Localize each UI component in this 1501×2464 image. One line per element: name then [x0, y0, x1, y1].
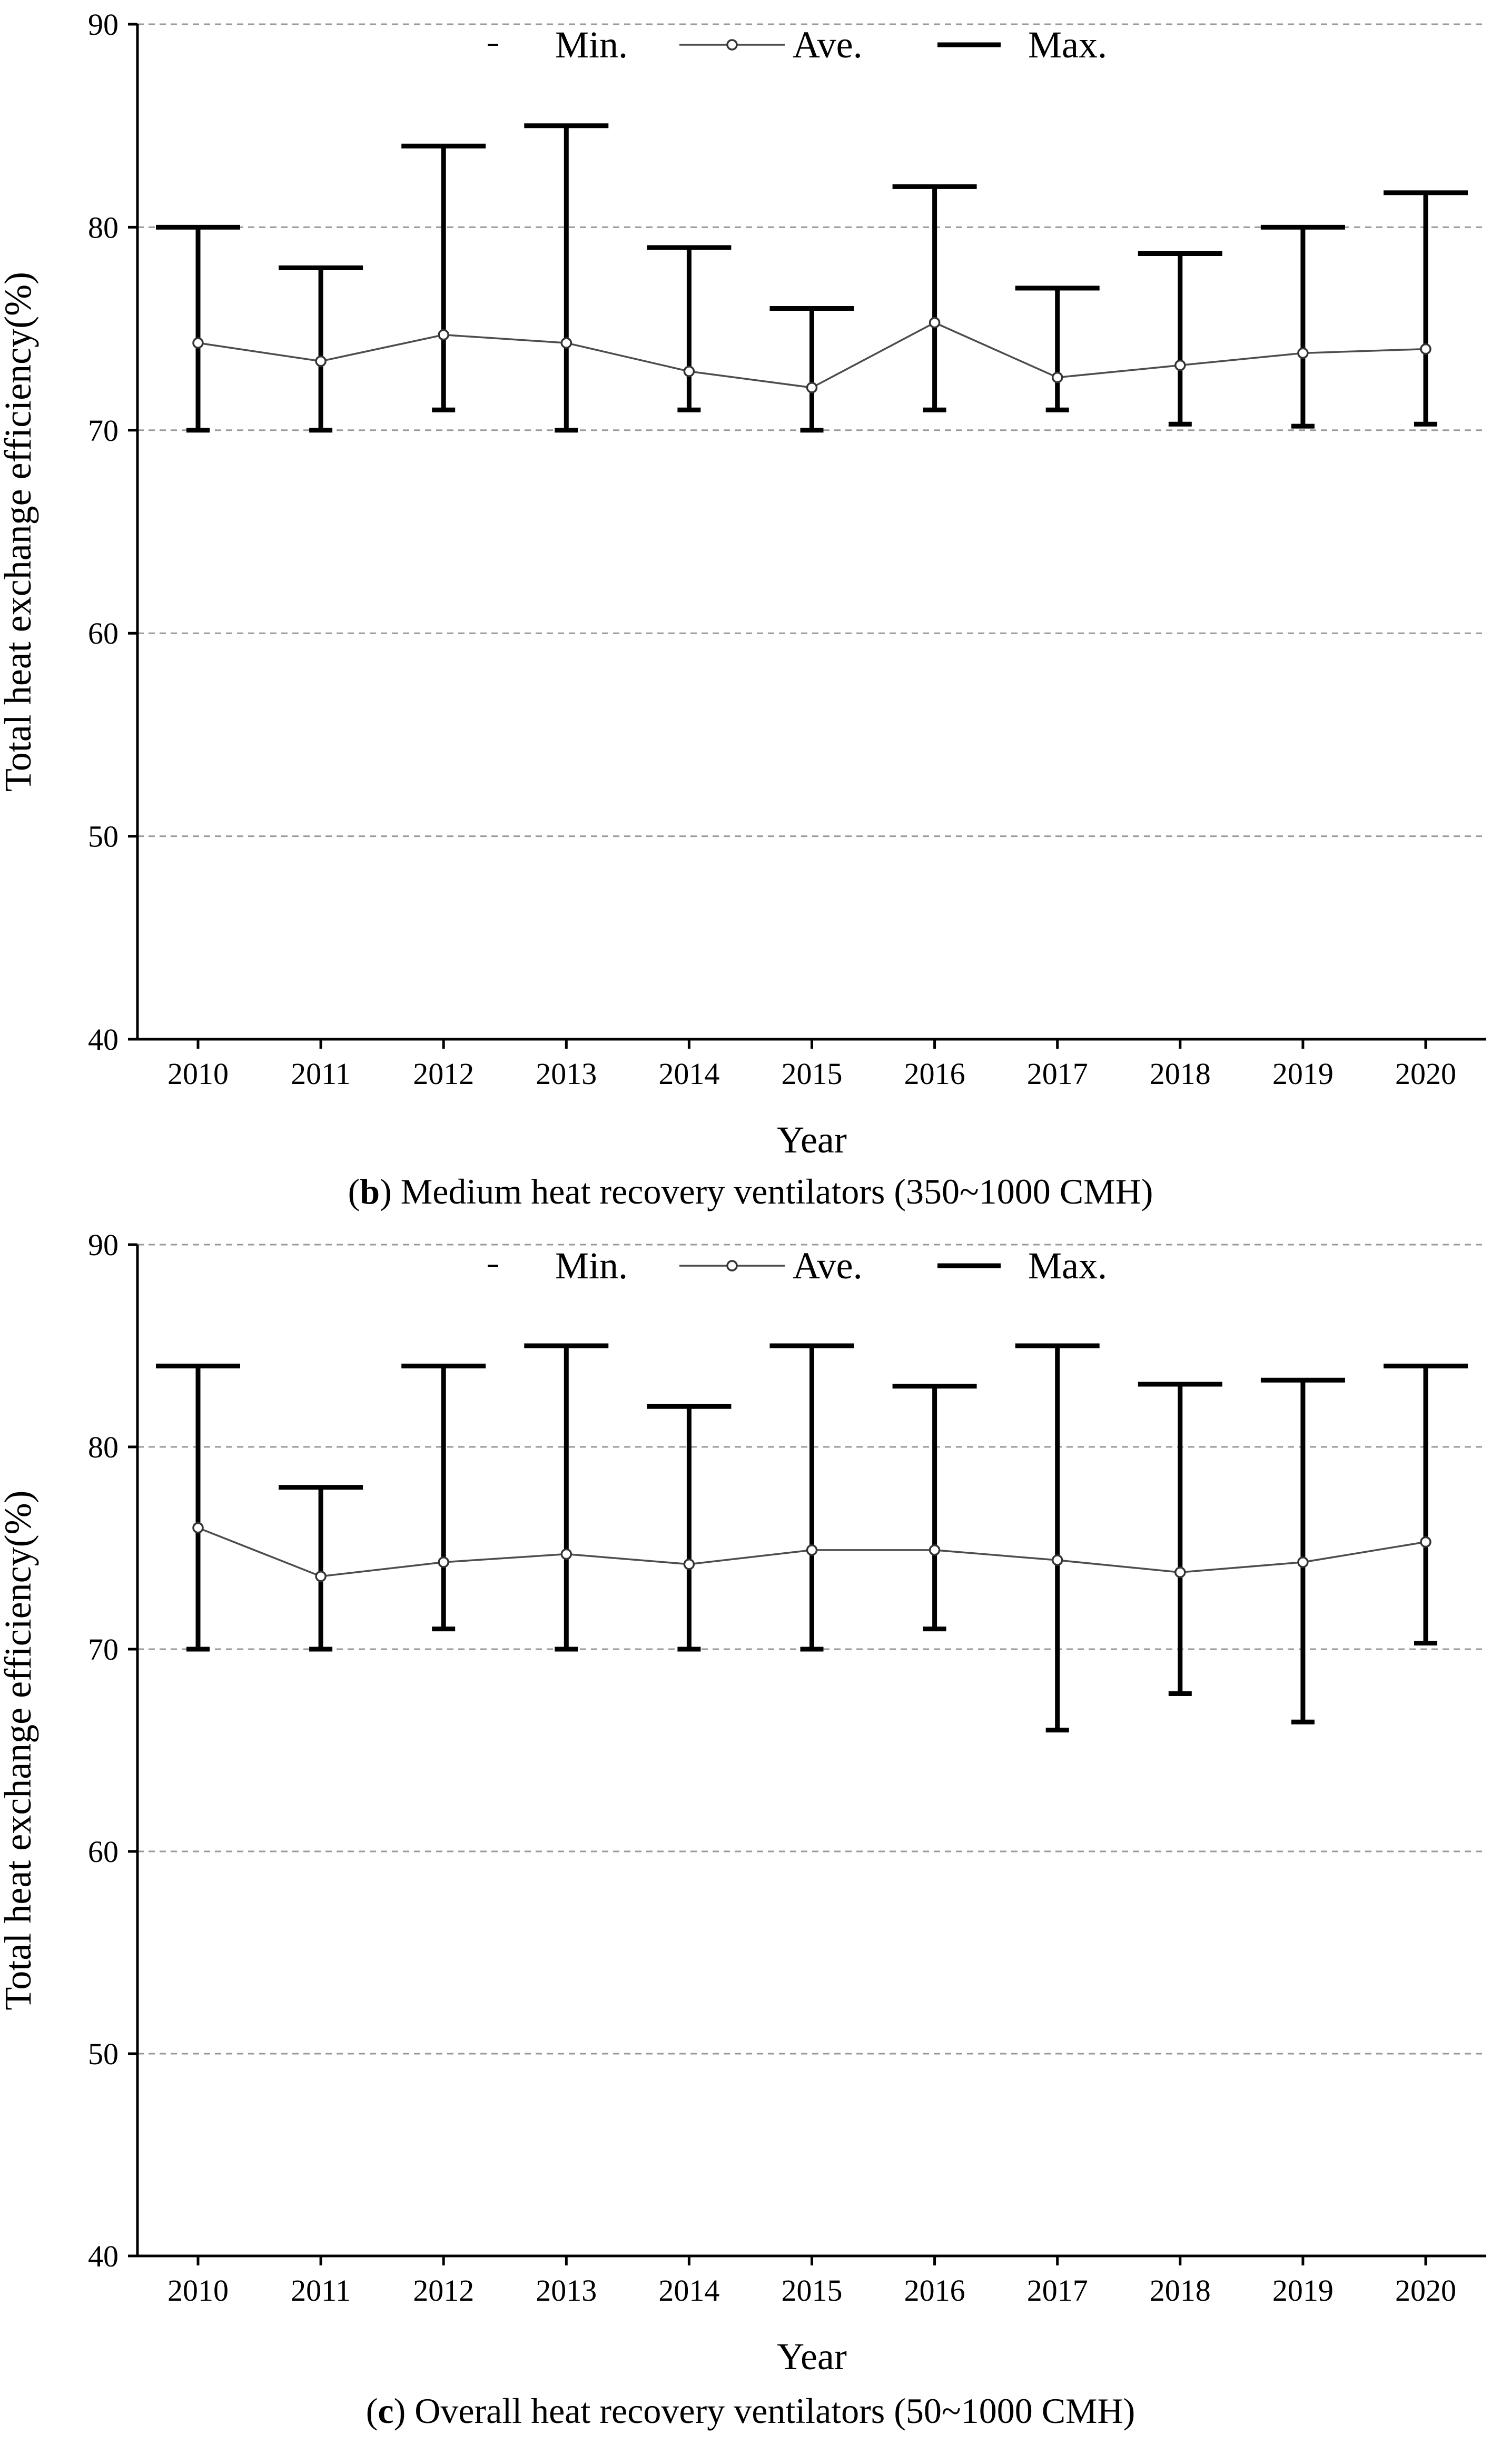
- legend-ave-marker: [726, 39, 738, 51]
- x-tick-label: 2014: [658, 2273, 719, 2308]
- average-point: [192, 1522, 204, 1534]
- caption-paren-open: (: [366, 2391, 378, 2431]
- legend-ave-marker: [726, 1260, 738, 1272]
- y-tick-label: 80: [88, 1430, 118, 1464]
- x-tick-label: 2012: [413, 2273, 474, 2308]
- average-point: [1174, 1566, 1186, 1578]
- average-point: [683, 366, 695, 377]
- x-axis-title: Year: [777, 2335, 847, 2378]
- x-tick-label: 2013: [536, 2273, 597, 2308]
- x-tick-label: 2015: [782, 1057, 843, 1091]
- legend-ave-label: Ave.: [793, 1245, 863, 1287]
- x-tick-label: 2019: [1272, 2273, 1334, 2308]
- caption-paren-open: (: [348, 1171, 360, 1211]
- y-axis-title: Total heat exchange efficiency(%): [0, 1490, 39, 2010]
- average-point: [929, 317, 941, 329]
- average-point: [1297, 1556, 1309, 1568]
- average-point: [1051, 371, 1063, 383]
- average-point: [438, 329, 449, 341]
- x-tick-label: 2018: [1150, 1057, 1211, 1091]
- y-tick-label: 60: [88, 616, 118, 651]
- average-point: [1051, 1554, 1063, 1566]
- x-tick-label: 2010: [167, 1057, 229, 1091]
- y-tick-label: 60: [88, 1835, 118, 1869]
- y-tick-label: 70: [88, 413, 118, 448]
- average-point: [1174, 359, 1186, 371]
- average-point: [806, 382, 818, 393]
- caption-text: ) Medium heat recovery ventilators (350~…: [380, 1171, 1153, 1211]
- x-tick-label: 2013: [536, 1057, 597, 1091]
- average-point: [929, 1544, 941, 1556]
- x-axis-title: Year: [777, 1119, 847, 1161]
- average-point: [1420, 1536, 1431, 1548]
- legend-min-label: Min.: [555, 24, 628, 66]
- x-tick-label: 2017: [1027, 1057, 1088, 1091]
- y-tick-label: 90: [88, 1228, 118, 1262]
- caption-text: ) Overall heat recovery ventilators (50~…: [394, 2391, 1135, 2431]
- x-tick-label: 2019: [1272, 1057, 1334, 1091]
- y-tick-label: 90: [88, 7, 118, 42]
- x-tick-label: 2018: [1150, 2273, 1211, 2308]
- x-tick-label: 2015: [782, 2273, 843, 2308]
- y-axis-title: Total heat exchange efficiency(%): [0, 272, 39, 792]
- legend-max-label: Max.: [1028, 1245, 1107, 1287]
- y-tick-label: 40: [88, 1022, 118, 1057]
- y-tick-label: 70: [88, 1632, 118, 1667]
- chart-panel-c: 40 50 60 70 80 90 2010 2011 2012 2013 2014 2015 2016…: [0, 1228, 1486, 2431]
- x-tick-label: 2011: [291, 1057, 351, 1091]
- x-tick-label: 2012: [413, 1057, 474, 1091]
- x-tick-label: 2011: [291, 2273, 351, 2308]
- average-point: [192, 337, 204, 349]
- y-tick-label: 80: [88, 210, 118, 244]
- average-point: [560, 337, 572, 349]
- average-point: [1297, 347, 1309, 359]
- caption-panel-label: b: [360, 1171, 380, 1211]
- figure-caption: (b) Medium heat recovery ventilators (35…: [348, 1171, 1153, 1211]
- x-tick-label: 2017: [1027, 2273, 1088, 2308]
- average-point: [683, 1558, 695, 1570]
- y-tick-label: 50: [88, 820, 118, 854]
- chart-panel-b: 40 50 60 70 80 90 2010 2011 2012 2013 2014 2015 2016…: [0, 7, 1486, 1211]
- legend-max-label: Max.: [1028, 24, 1107, 66]
- average-point: [560, 1548, 572, 1560]
- x-tick-label: 2016: [904, 2273, 965, 2308]
- x-tick-label: 2014: [658, 1057, 719, 1091]
- y-tick-label: 40: [88, 2239, 118, 2273]
- caption-panel-label: c: [378, 2391, 393, 2431]
- legend-ave-label: Ave.: [793, 24, 863, 66]
- x-tick-label: 2020: [1395, 2273, 1456, 2308]
- figure-caption: (c) Overall heat recovery ventilators (5…: [366, 2391, 1135, 2431]
- x-tick-label: 2020: [1395, 1057, 1456, 1091]
- average-point: [315, 1571, 327, 1582]
- y-tick-label: 50: [88, 2037, 118, 2071]
- average-point: [315, 356, 327, 367]
- x-tick-label: 2010: [167, 2273, 229, 2308]
- average-point: [806, 1544, 818, 1556]
- average-point: [1420, 343, 1431, 355]
- legend-min-label: Min.: [555, 1245, 628, 1287]
- average-point: [438, 1556, 449, 1568]
- x-tick-label: 2016: [904, 1057, 965, 1091]
